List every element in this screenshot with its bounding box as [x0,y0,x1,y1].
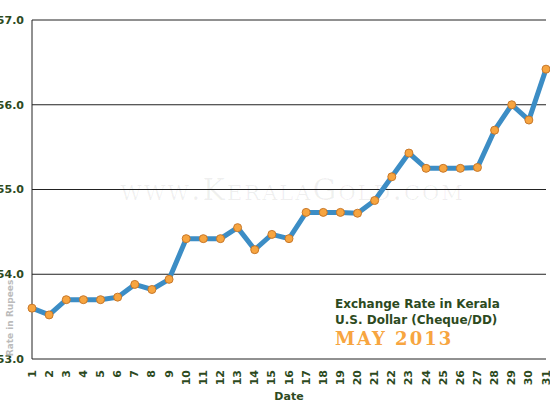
svg-text:24: 24 [420,370,433,386]
svg-text:17: 17 [300,370,313,385]
svg-text:55.0: 55.0 [8,183,24,196]
svg-text:19: 19 [334,370,347,385]
svg-text:5: 5 [94,370,107,378]
svg-text:30: 30 [522,370,535,386]
svg-text:6: 6 [111,370,124,378]
svg-text:13: 13 [231,370,244,385]
svg-text:10: 10 [180,370,193,386]
svg-text:29: 29 [505,370,518,385]
svg-text:15: 15 [265,370,278,385]
svg-text:54.0: 54.0 [8,268,24,281]
svg-text:27: 27 [471,370,484,385]
svg-text:31: 31 [540,370,543,385]
html-text:Exchange Rate in Kerala: Exchange Rate in Kerala [335,297,500,311]
svg-text:20: 20 [351,370,364,386]
svg-text:7: 7 [128,370,141,378]
svg-text:11: 11 [197,370,210,385]
svg-text:26: 26 [454,370,467,386]
html-text:Rate in Rupees: Rate in Rupees [5,279,15,357]
svg-text:57.0: 57.0 [8,14,24,27]
svg-text:25: 25 [437,370,450,385]
svg-text:56.0: 56.0 [8,99,24,112]
svg-text:3: 3 [60,370,73,378]
svg-text:Date: Date [274,390,303,400]
svg-text:18: 18 [317,370,330,385]
svg-text:28: 28 [488,370,501,385]
svg-text:8: 8 [145,370,158,378]
svg-text:4: 4 [77,370,90,378]
svg-text:1: 1 [26,370,39,378]
html-text:www.KeralaGold.com: www.KeralaGold.com [120,172,465,207]
html-text:U.S. Dollar (Cheque/DD): U.S. Dollar (Cheque/DD) [335,313,498,327]
svg-text:9: 9 [163,370,176,378]
svg-text:14: 14 [248,370,261,386]
svg-text:12: 12 [214,370,227,385]
svg-text:16: 16 [283,370,296,386]
svg-text:2: 2 [43,370,56,378]
svg-text:23: 23 [402,370,415,385]
html-text:MAY 2013: MAY 2013 [335,328,454,349]
svg-text:22: 22 [385,370,398,385]
svg-text:21: 21 [368,370,381,385]
